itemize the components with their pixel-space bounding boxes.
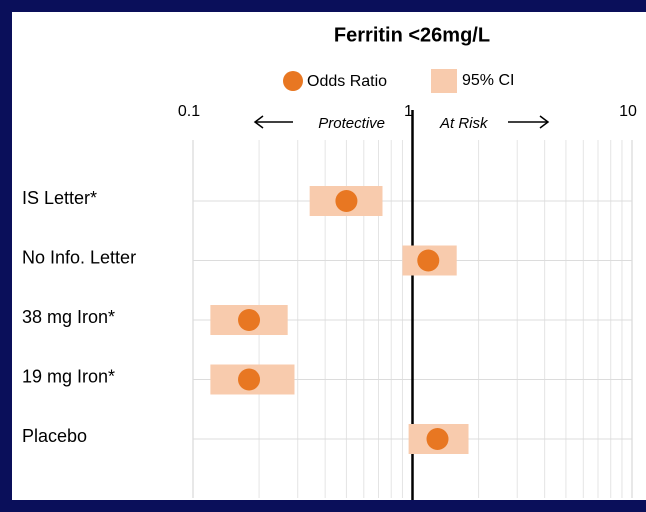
panel — [12, 12, 646, 500]
legend-marker — [283, 71, 303, 91]
category-label: 19 mg Iron* — [22, 366, 115, 386]
x-tick-label: 0.1 — [178, 103, 200, 120]
category-label: 38 mg Iron* — [22, 307, 115, 327]
annotation: Protective — [318, 115, 385, 132]
odds-ratio-point — [238, 309, 261, 331]
category-label: No Info. Letter — [22, 247, 136, 267]
category-label: IS Letter* — [22, 188, 97, 208]
odds-ratio-point — [417, 249, 440, 272]
x-tick-label: 10 — [619, 103, 637, 120]
arrow-head — [539, 115, 550, 129]
legend-label: Odds Ratio — [307, 73, 387, 90]
arrows — [253, 115, 550, 129]
arrow-head — [253, 115, 264, 129]
odds-ratio-point — [426, 428, 449, 450]
annotation: At Risk — [439, 115, 489, 132]
chart-title: Ferritin <26mg/L — [334, 24, 490, 46]
x-tick-label: 1 — [404, 103, 413, 120]
odds-ratio-point — [335, 190, 358, 212]
legend-marker — [431, 69, 457, 93]
category-label: Placebo — [22, 426, 87, 446]
odds-ratio-point — [238, 368, 261, 391]
legend-label: 95% CI — [462, 72, 514, 89]
